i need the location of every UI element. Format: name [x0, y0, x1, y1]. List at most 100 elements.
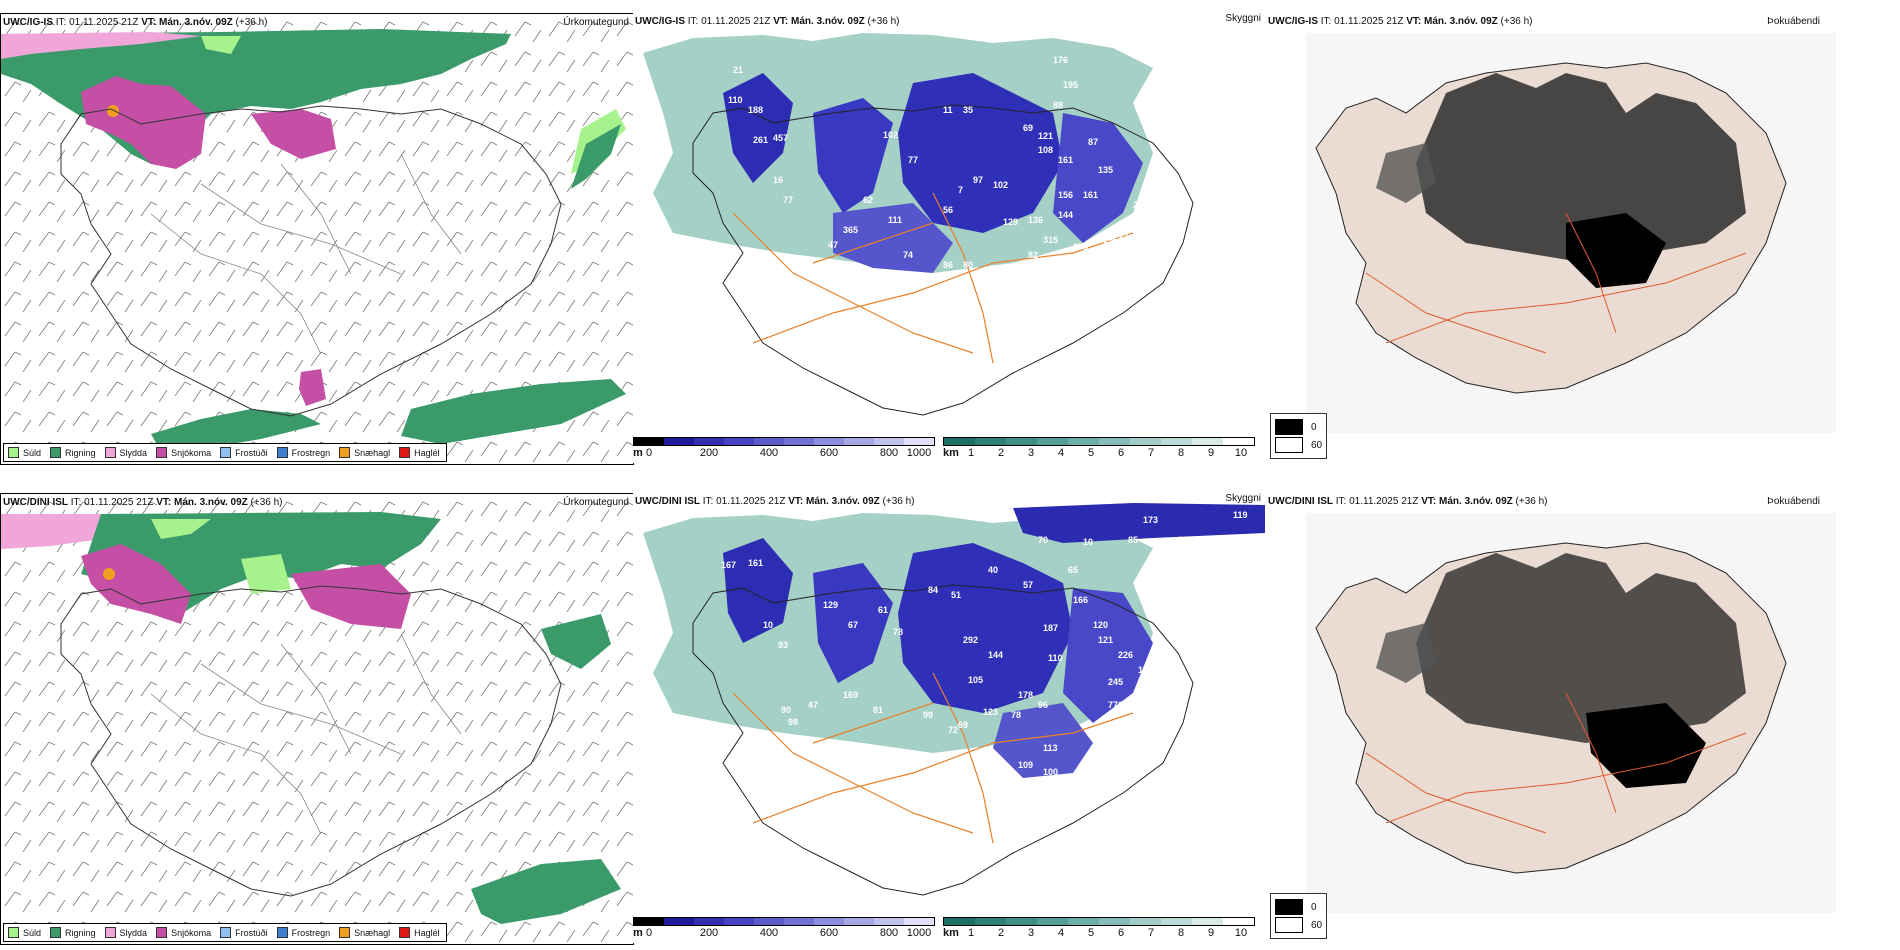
cloud-base-label: 55 — [1115, 255, 1125, 265]
drizzle-area — [241, 554, 291, 594]
cloud-base-label: 110 — [1048, 653, 1063, 663]
precip-type-legend: Súld Rigning Slydda Snjókoma Frostúði Fr… — [3, 443, 447, 462]
colorbar-tick: 600 — [819, 927, 839, 939]
fog-area — [1566, 213, 1666, 288]
cloud-base-area — [898, 543, 1073, 713]
cloud-base-label: 315 — [1043, 235, 1058, 245]
rain-area — [471, 859, 621, 924]
legend-item-freezing-drizzle: Frostúði — [220, 447, 268, 458]
cloud-base-label: 77 — [923, 863, 933, 873]
fog-legend-item: 0 — [1275, 899, 1322, 915]
coastline — [60, 105, 562, 417]
legend-swatch — [156, 447, 168, 458]
cloud-base-label: 188 — [748, 105, 763, 115]
cloud-base-label: 178 — [1018, 690, 1033, 700]
legend-swatch — [339, 927, 351, 938]
colorbar-tick: 1 — [967, 927, 975, 939]
colorbar-unit: m — [633, 447, 643, 459]
cloud-base-label: 47 — [808, 700, 818, 710]
colorbar-tick: 1 — [967, 447, 975, 459]
cloud-base-label: 62 — [863, 195, 873, 205]
cloud-base-label: 121 — [1098, 635, 1113, 645]
cloud-base-label: 81 — [873, 705, 883, 715]
cloud-base-label: 261 — [753, 135, 768, 145]
precip-type-panel-row2: UWC/DINI ISL IT: 01.11.2025 21Z VT: Mán.… — [0, 493, 634, 945]
fog-legend-item: 0 — [1275, 419, 1322, 435]
colorbar-tick: 200 — [699, 447, 719, 459]
cloud-base-label: 98 — [788, 717, 798, 727]
panel-title: UWC/IG-IS IT: 01.11.2025 21Z VT: Mán. 3.… — [1268, 16, 1533, 27]
colorbar-tick: 9 — [1207, 447, 1215, 459]
cloud-base-label: 111 — [888, 215, 902, 225]
cloud-base-area — [1063, 588, 1153, 723]
cloud-base-label: 87 — [1088, 137, 1098, 147]
cloud-base-label: 70 — [1038, 535, 1048, 545]
panel-tag: Úrkomutegund — [563, 497, 629, 508]
cloud-base-label: 156 — [1058, 190, 1073, 200]
roads — [1365, 692, 1747, 834]
cloud-base-label: 88 — [1053, 100, 1063, 110]
coastline — [692, 584, 1194, 896]
legend-swatch — [1275, 899, 1303, 915]
colorbar-tick: 0 — [645, 447, 653, 459]
cloud-base-label: 113 — [1043, 743, 1058, 753]
cloud-base-label: 67 — [848, 620, 858, 630]
coastline — [60, 585, 562, 897]
cloud-base-label: 113 — [788, 255, 803, 265]
colorbar-tick: 2 — [997, 927, 1005, 939]
colorbar-tick: 4 — [1057, 447, 1065, 459]
fog-area — [1416, 73, 1746, 263]
cloud-base-label: 69 — [958, 720, 968, 730]
precip-type-map — [1, 494, 633, 944]
cloud-base-label: 102 — [883, 130, 898, 140]
colorbar-tick: 6 — [1117, 447, 1125, 459]
fog-panel-row2: UWC/DINI ISL IT: 01.11.2025 21Z VT: Mán.… — [1266, 493, 1900, 943]
cloud-base-label: 176 — [1053, 55, 1068, 65]
cloud-base-label: 51 — [951, 590, 961, 600]
colorbar-tick: 400 — [759, 927, 779, 939]
cloud-base-area — [1053, 113, 1143, 243]
rain-area — [541, 614, 611, 669]
cloud-base-label: 166 — [1073, 595, 1088, 605]
panel-title: UWC/IG-IS IT: 01.11.2025 21Z VT: Mán. 3.… — [635, 16, 900, 27]
colorbar-tick: 7 — [1147, 927, 1155, 939]
cloud-base-label: 59 — [703, 257, 713, 267]
fog-legend: 0 60 — [1270, 413, 1328, 459]
cloud-base-label: 7 — [958, 185, 963, 195]
legend-swatch — [104, 927, 116, 938]
cloud-base-label: 35 — [963, 105, 973, 115]
cloud-base-label: 82 — [1028, 250, 1038, 260]
cloud-base-label: 110 — [728, 95, 743, 105]
rain-area — [401, 379, 626, 444]
colorbar-tick: 400 — [759, 447, 779, 459]
snow-area — [291, 564, 411, 629]
legend-item-snow-pellets: Snæhagl — [339, 447, 390, 458]
drizzle-area — [201, 36, 241, 54]
cloud-base-label: 40 — [988, 565, 998, 575]
cloud-base-label: 123 — [983, 707, 998, 717]
legend-item-freezing-rain: Frostregn — [276, 927, 330, 938]
cloud-base-label: 275 — [1073, 242, 1088, 252]
fog-index-map — [1306, 513, 1836, 913]
legend-item-snow: Snjókoma — [156, 927, 211, 938]
cloud-base-label: 51 — [1153, 695, 1163, 705]
cloud-base-label: 108 — [1038, 145, 1053, 155]
colorbar-tick: 5 — [1087, 447, 1095, 459]
cloud-base-label: 85 — [1128, 535, 1138, 545]
cloud-base-labels: 21 110 188 261 457 62 77 16 102 77 97 35… — [703, 55, 1148, 275]
cloud-base-label: 127 — [1103, 725, 1118, 735]
legend-swatch — [399, 927, 411, 938]
cloud-base-label: 144 — [988, 650, 1003, 660]
cloud-base-label: 90 — [781, 705, 791, 715]
colorbar-tick: 6 — [1117, 927, 1125, 939]
cloud-base-label: 115 — [1138, 665, 1153, 675]
cloud-base-label: 173 — [1143, 515, 1158, 525]
colorbar-tick: 3 — [1027, 927, 1035, 939]
cloud-base-label: 319 — [1098, 235, 1113, 245]
cloud-base-label: 161 — [1083, 190, 1098, 200]
cloud-base-label: 11 — [943, 105, 953, 115]
legend-swatch — [50, 927, 62, 938]
colorbar-unit: km — [943, 927, 959, 939]
roads — [732, 192, 1134, 364]
cloud-base-label: 109 — [1018, 760, 1033, 770]
